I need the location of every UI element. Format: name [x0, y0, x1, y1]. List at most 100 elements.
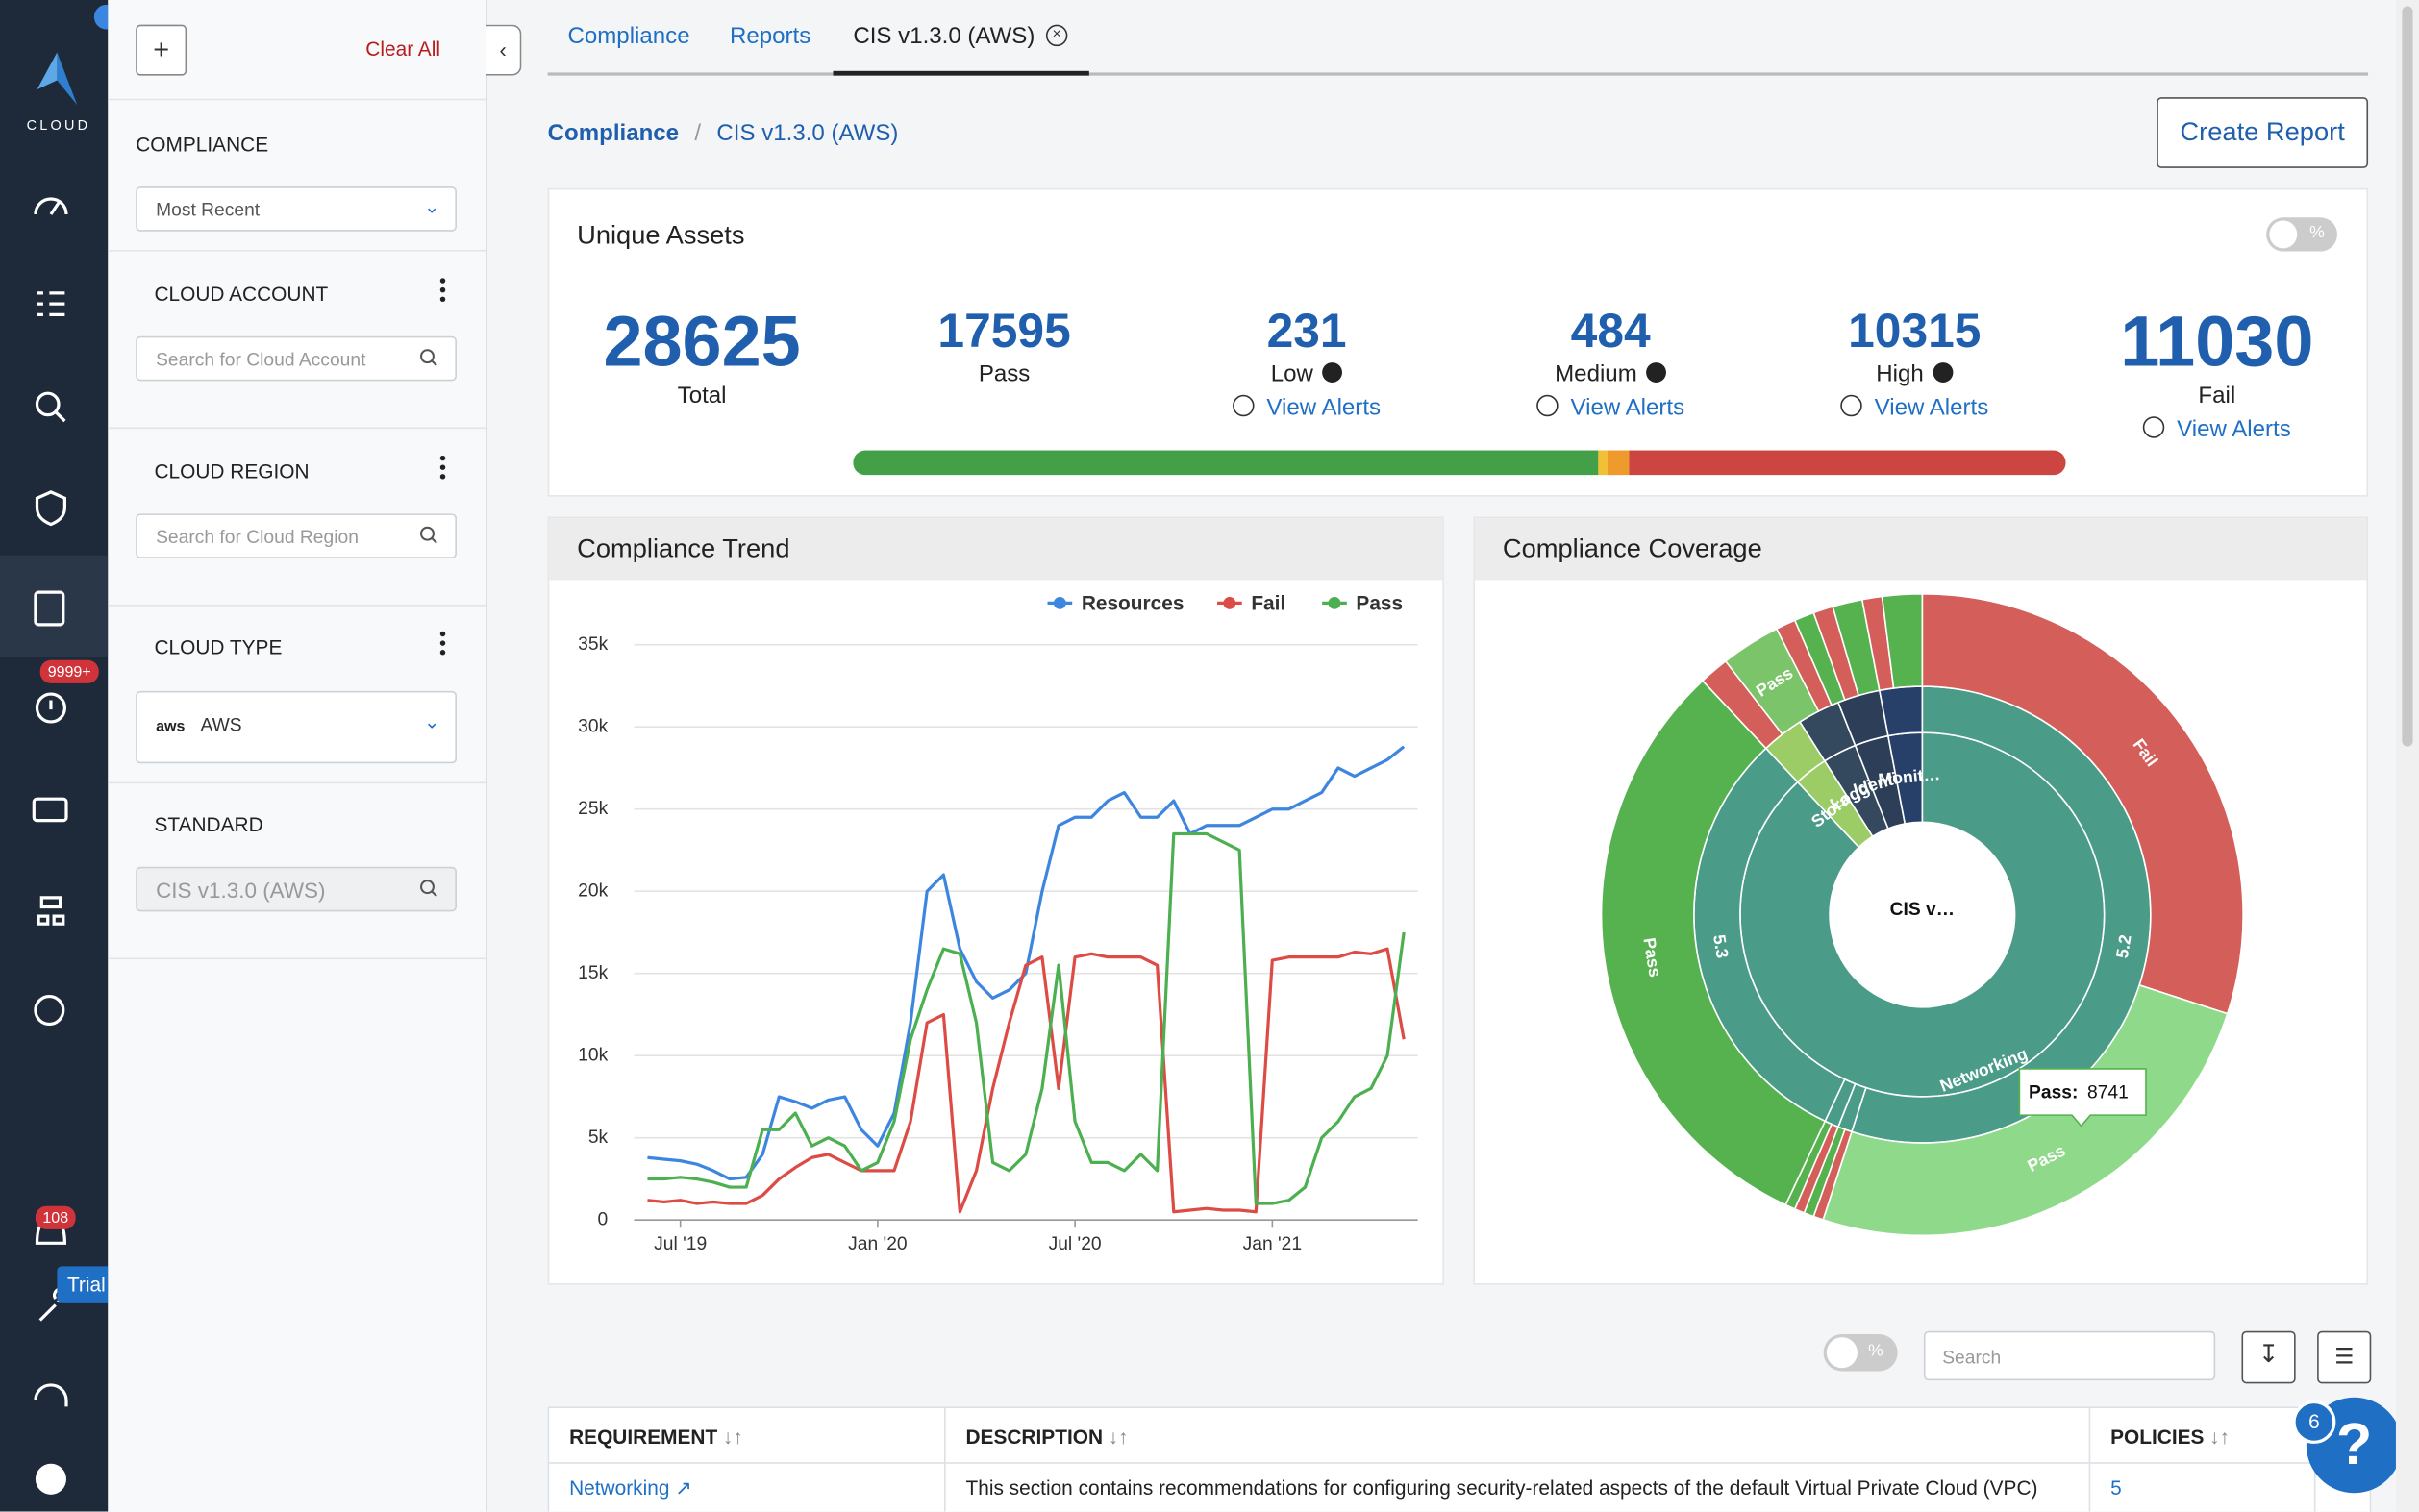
download-button[interactable]: ↧ — [2241, 1331, 2295, 1384]
legend-label[interactable]: Pass — [1356, 593, 1403, 615]
alert-icon — [2143, 416, 2164, 437]
metric-label: Medium — [1464, 359, 1758, 390]
header-text: DESCRIPTION — [965, 1425, 1103, 1449]
info-icon — [1646, 362, 1666, 383]
nav-bar: CLOUD 9999+ 108 Trial — [0, 0, 108, 1512]
tab-active[interactable]: CIS v1.3.0 (AWS) — [853, 23, 1035, 49]
column-header[interactable]: POLICIES ↓↑ — [2090, 1408, 2315, 1464]
icon-network[interactable] — [38, 898, 63, 924]
alert-icon — [1536, 395, 1558, 416]
card-title: Unique Assets — [577, 220, 744, 251]
table-cell[interactable]: Networking ↗ — [549, 1464, 945, 1512]
legend-marker[interactable] — [1329, 597, 1341, 609]
logo-mark — [57, 53, 77, 106]
tab-close[interactable]: × — [1046, 25, 1067, 46]
icon-search[interactable] — [56, 411, 65, 421]
columns-button[interactable]: ☰ — [2317, 1331, 2371, 1384]
plot: 05k10k15k20k25k30k35kJul '19Jan '20Jul '… — [578, 593, 1417, 1254]
percent-toggle[interactable]: % — [2266, 217, 2337, 251]
table-search[interactable]: Search — [1924, 1331, 2215, 1380]
metric-value: 484 — [1464, 304, 1758, 359]
toggle-knob — [2269, 220, 2297, 248]
bar-segment — [1599, 451, 1609, 476]
metric-label: Pass — [858, 359, 1151, 390]
segment-label: 5.2 — [2112, 933, 2135, 960]
nav-icons: CLOUD 9999+ 108 Trial — [0, 0, 108, 1512]
view-alerts[interactable]: View Alerts — [1160, 390, 1454, 428]
tab[interactable]: Compliance — [567, 23, 689, 49]
trend-card: Compliance Trend 05k10k15k20k25k30k35kJu… — [548, 517, 1444, 1285]
breadcrumb-current: CIS v1.3.0 (AWS) — [716, 120, 898, 146]
collapse-button[interactable]: ‹ — [486, 25, 521, 76]
filter-panel: + Clear All COMPLIANCE Most Recent⌄ CLOU… — [108, 0, 487, 1512]
metric-label: Low — [1160, 359, 1454, 390]
legend-label[interactable]: Resources — [1082, 593, 1185, 615]
info-icon — [1933, 362, 1953, 383]
y-tick-label: 30k — [578, 716, 608, 736]
breadcrumb-link[interactable]: Compliance — [548, 120, 679, 146]
bar-segment — [853, 451, 1598, 476]
legend-marker[interactable] — [1223, 597, 1235, 609]
scrollbar-thumb[interactable] — [2402, 6, 2412, 746]
y-tick-label: 10k — [578, 1045, 608, 1065]
cell-link[interactable]: 5 — [2110, 1476, 2122, 1500]
tab-rule — [548, 72, 2368, 75]
cell-link[interactable]: Networking — [569, 1476, 669, 1500]
metric-label: High — [1768, 359, 2061, 390]
expand-button[interactable] — [94, 5, 108, 30]
logo-mark — [37, 53, 58, 90]
y-tick-label: 25k — [578, 799, 608, 819]
nav-active — [0, 556, 108, 657]
icon-list[interactable] — [37, 293, 65, 314]
cell-text: This section contains recommendations fo… — [965, 1476, 2037, 1500]
help-badge: 6 — [2292, 1400, 2335, 1444]
metric-value: 28625 — [556, 301, 849, 381]
metric: 10315HighView Alerts — [1768, 304, 2061, 427]
metric-value: 17595 — [858, 304, 1151, 359]
column-header[interactable]: DESCRIPTION ↓↑ — [946, 1408, 2091, 1464]
x-tick-label: Jul '20 — [1049, 1234, 1102, 1254]
label-text: Medium — [1555, 360, 1637, 386]
breadcrumb: Compliance / CIS v1.3.0 (AWS) — [548, 120, 899, 146]
view-alerts[interactable]: View Alerts — [2070, 411, 2363, 449]
view-alerts[interactable]: View Alerts — [1768, 390, 2061, 428]
metric: 11030FailView Alerts — [2070, 301, 2363, 449]
column-header[interactable]: REQUIREMENT ↓↑ — [549, 1408, 945, 1464]
link-text: View Alerts — [1875, 395, 1989, 421]
tab[interactable]: Reports — [730, 23, 810, 49]
icon-shield[interactable] — [37, 492, 65, 525]
label-text: Low — [1271, 360, 1313, 386]
center-label: CIS v… — [1890, 900, 1955, 920]
legend-label[interactable]: Fail — [1251, 593, 1285, 615]
legend-marker[interactable] — [1054, 597, 1066, 609]
percent-toggle[interactable]: % — [1824, 1334, 1898, 1372]
metric: 17595Pass — [858, 304, 1151, 390]
icon-dashboard[interactable] — [51, 201, 61, 214]
view-alerts[interactable]: View Alerts — [1464, 390, 1758, 428]
metric: 28625Total — [556, 301, 849, 412]
icon-settings[interactable] — [36, 997, 63, 1025]
toggle-label: % — [2309, 224, 2325, 242]
y-tick-label: 20k — [578, 880, 608, 901]
icon-support[interactable] — [36, 1385, 66, 1406]
filter-icons — [108, 0, 486, 956]
label-text: Fail — [2198, 383, 2235, 409]
create-report-button[interactable]: Create Report — [2157, 97, 2368, 168]
breadcrumb-separator: / — [694, 120, 701, 146]
line-series — [647, 747, 1404, 1179]
logo-text: CLOUD — [27, 118, 91, 134]
icon-inventory[interactable] — [34, 799, 66, 820]
metric-label: Total — [556, 381, 849, 411]
icon-search[interactable] — [37, 393, 59, 414]
label-text: Total — [678, 383, 727, 409]
table-cell[interactable]: 5 — [2090, 1464, 2315, 1512]
table-cell: This section contains recommendations fo… — [946, 1464, 2091, 1512]
header-text: POLICIES — [2110, 1425, 2204, 1449]
metric: 231LowView Alerts — [1160, 304, 1454, 427]
label-text: High — [1876, 360, 1924, 386]
badge-text: 9999+ — [48, 663, 91, 681]
segment-label: 5.3 — [1709, 933, 1733, 960]
icon-user[interactable] — [36, 1464, 66, 1495]
bar-segment — [1609, 451, 1629, 476]
